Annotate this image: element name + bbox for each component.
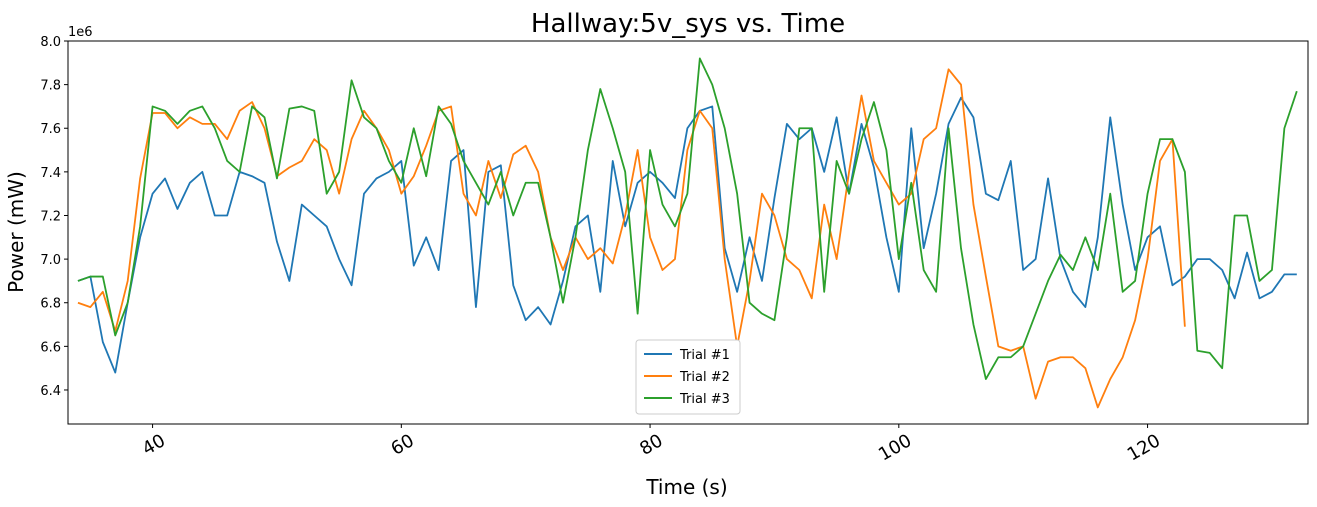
y-offset-label: 1e6: [68, 25, 93, 40]
y-tick-label: 7.8: [40, 79, 61, 94]
chart-title: Hallway:5v_sys vs. Time: [531, 9, 845, 39]
y-tick-label: 7.6: [40, 122, 61, 137]
y-tick-label: 7.0: [40, 253, 61, 268]
series-line: [77, 68, 1186, 409]
y-tick-label: 7.2: [40, 209, 61, 224]
y-tick-label: 6.8: [40, 297, 61, 312]
y-tick-label: 6.6: [40, 340, 61, 355]
y-tick-label: 8.0: [40, 35, 61, 50]
x-axis-label: Time (s): [645, 475, 727, 499]
legend-box: [635, 339, 741, 415]
series-line: [77, 57, 1298, 380]
y-tick-label: 7.4: [40, 166, 61, 181]
legend-label: Trial #1: [679, 348, 730, 363]
y-tick-label: 6.4: [40, 384, 61, 399]
plot-frame: [67, 40, 1309, 425]
legend-label: Trial #3: [679, 392, 730, 407]
legend-label: Trial #2: [679, 370, 730, 385]
y-axis-label: Power (mW): [4, 171, 28, 293]
